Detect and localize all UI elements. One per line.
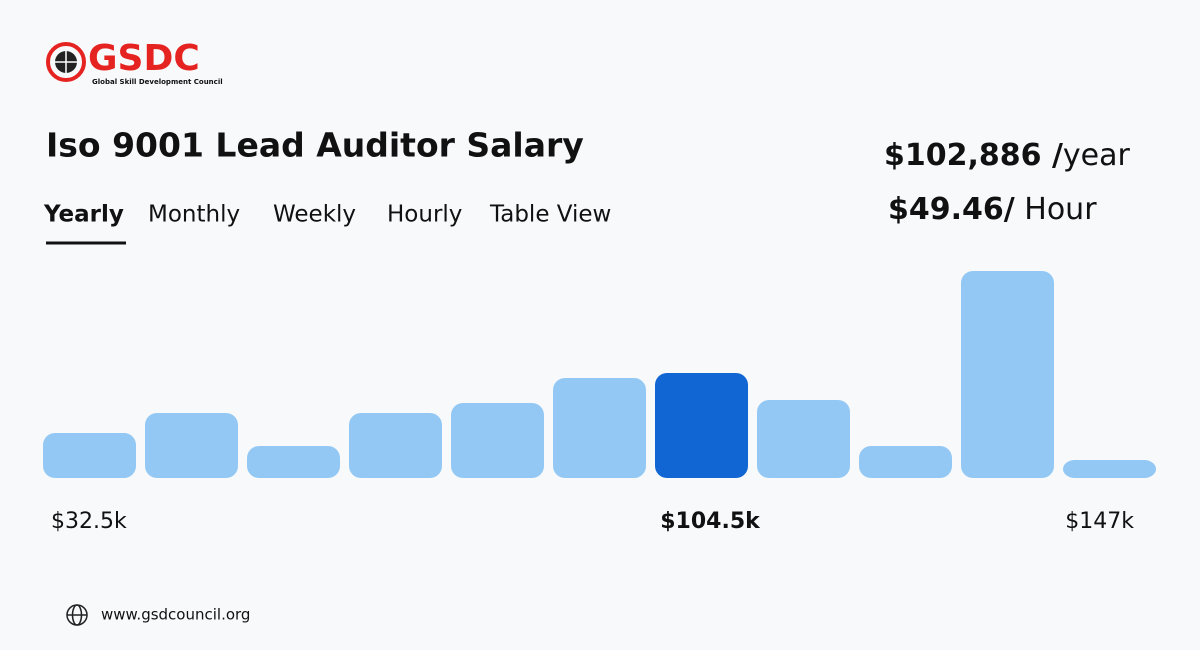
tab[interactable]: Yearly <box>43 202 124 228</box>
logo-name: GSDC <box>88 38 200 79</box>
logo-tagline: Global Skill Development Council <box>92 78 223 86</box>
yearly-unit: year <box>1063 138 1131 173</box>
tab[interactable]: Hourly <box>387 202 462 228</box>
bar <box>553 378 646 478</box>
title: Iso 9001 Lead Auditor Salary <box>46 126 584 165</box>
bar <box>145 413 238 478</box>
median-label: $104.5k <box>660 509 761 534</box>
footer-url: www.gsdcouncil.org <box>101 606 250 624</box>
bar <box>859 446 952 478</box>
max-label: $147k <box>1065 509 1134 534</box>
hourly-amount-value: $49.46/ <box>888 192 1015 227</box>
tab[interactable]: Table View <box>489 202 611 228</box>
logo-icon <box>46 42 86 82</box>
hourly-amount: $49.46/ Hour <box>888 192 1097 227</box>
bar <box>451 403 544 478</box>
min-label: $32.5k <box>51 509 127 534</box>
yearly-amount: $102,886 /year <box>884 138 1131 173</box>
bar <box>1063 460 1156 478</box>
bar <box>757 400 850 478</box>
globe-icon <box>66 604 88 626</box>
bar <box>655 373 748 478</box>
hourly-unit: Hour <box>1015 192 1097 227</box>
bar <box>349 413 442 478</box>
yearly-amount-value: $102,886 / <box>884 138 1063 173</box>
bar <box>247 446 340 478</box>
bar <box>961 271 1054 478</box>
bar <box>43 433 136 478</box>
tab[interactable]: Monthly <box>148 202 240 228</box>
tab[interactable]: Weekly <box>273 202 356 228</box>
